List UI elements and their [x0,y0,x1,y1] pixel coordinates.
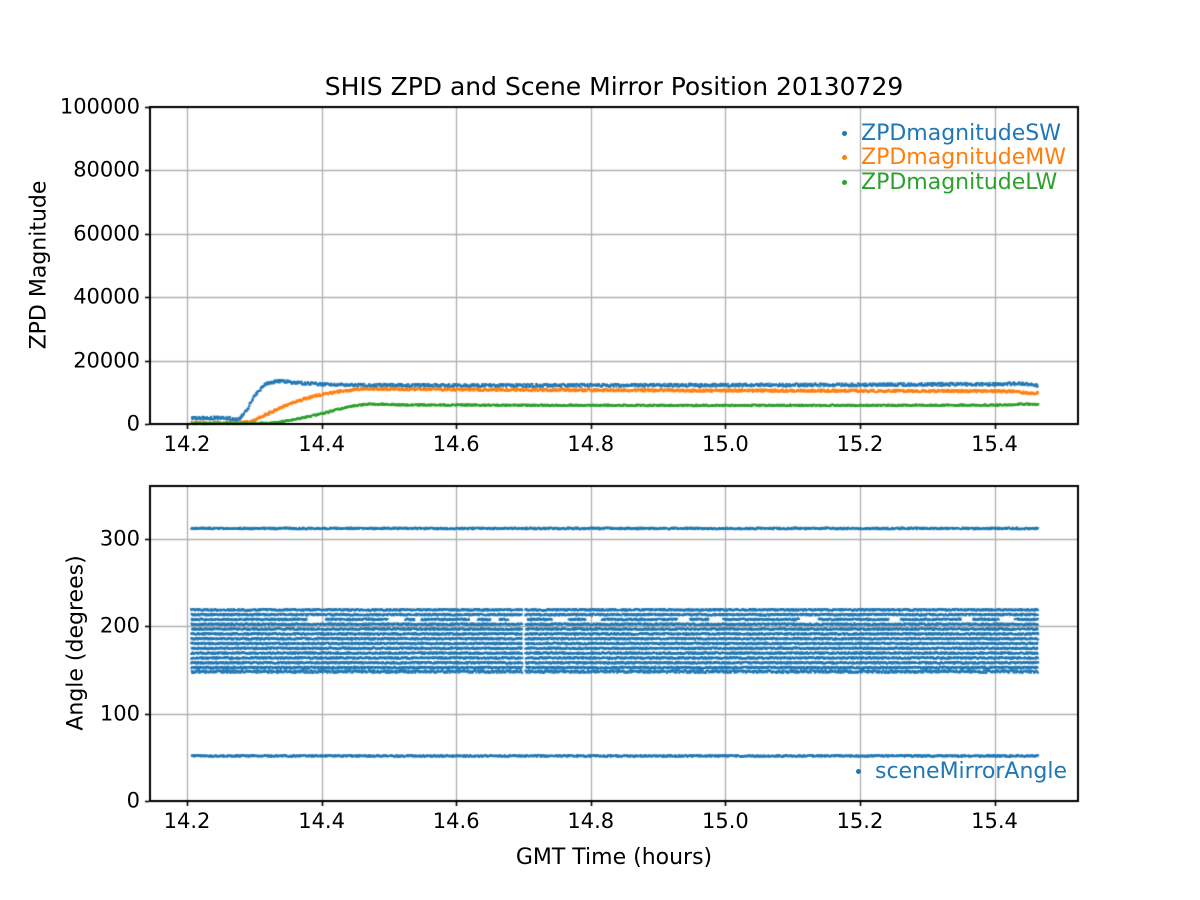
bottom-x-tick-label: 14.4 [298,809,345,833]
bottom-y-tick-label: 200 [99,613,140,638]
top-x-tick-label: 15.2 [836,432,884,456]
bottom-y-tick-label: 0 [126,788,140,813]
bottom-legend: sceneMirrorAngle [850,759,1067,784]
top-x-tick-label: 14.6 [432,432,480,456]
legend-label: sceneMirrorAngle [875,758,1067,784]
bottom-x-tick-label: 15.0 [701,809,749,833]
top-y-tick-label: 60000 [73,221,140,246]
bottom-y-tick-label: 100 [99,701,140,726]
top-y-tick-label: 100000 [59,94,140,119]
bottom-x-tick-label: 14.2 [163,809,211,833]
chart-title: SHIS ZPD and Scene Mirror Position 20130… [324,72,904,101]
top-y-tick-label: 40000 [73,284,140,309]
bottom-x-tick-label: 15.4 [971,809,1018,833]
bottom-x-tick-label: 14.8 [567,809,615,833]
bottom-x-tick-label: 15.2 [836,809,884,833]
legend-label: ZPDmagnitudeSW [861,120,1061,146]
legend-entry-scenemirrorangle: sceneMirrorAngle [850,759,1067,784]
legend-marker-dot-icon [842,155,847,161]
top-y-tick-label: 80000 [73,157,140,182]
bottom-x-axis-label: GMT Time (hours) [515,845,713,870]
legend-entry-zpdmagnitudemw: ZPDmagnitudeMW [836,145,1067,171]
top-x-tick-label: 14.8 [567,432,615,456]
top-x-tick-label: 15.0 [701,432,749,456]
top-y-axis-label: ZPD Magnitude [26,180,52,350]
legend-marker-dot-icon [856,768,861,774]
top-legend: ZPDmagnitudeSW ZPDmagnitudeMW ZPDmagnitu… [836,121,1066,195]
legend-entry-zpdmagnitudesw: ZPDmagnitudeSW [836,121,1066,146]
bottom-y-tick-label: 300 [99,526,140,551]
legend-entry-zpdmagnitudelw: ZPDmagnitudeLW [836,170,1066,195]
top-x-tick-label: 14.4 [298,432,345,456]
bottom-x-tick-label: 14.6 [432,809,480,833]
top-x-tick-label: 14.2 [163,432,211,456]
legend-label: ZPDmagnitudeMW [861,145,1067,171]
legend-label: ZPDmagnitudeLW [861,169,1058,195]
top-x-tick-label: 15.4 [971,432,1018,456]
legend-marker-dot-icon [842,130,847,136]
top-y-tick-label: 0 [126,411,140,436]
legend-marker-dot-icon [842,179,847,185]
top-y-tick-label: 20000 [73,348,140,373]
